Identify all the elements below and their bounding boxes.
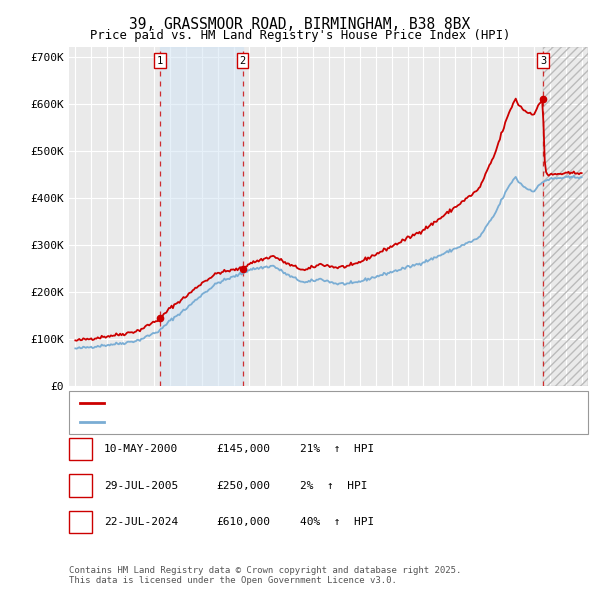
Bar [160, 47, 242, 386]
Text: 39, GRASSMOOR ROAD, BIRMINGHAM, B38 8BX (detached house): 39, GRASSMOOR ROAD, BIRMINGHAM, B38 8BX … [108, 398, 472, 408]
Text: £250,000: £250,000 [216, 480, 270, 490]
Text: 29-JUL-2005: 29-JUL-2005 [104, 480, 178, 490]
Text: £610,000: £610,000 [216, 517, 270, 527]
Text: 10-MAY-2000: 10-MAY-2000 [104, 444, 178, 454]
Text: 22-JUL-2024: 22-JUL-2024 [104, 517, 178, 527]
Text: 2: 2 [239, 55, 246, 65]
Text: 2%  ↑  HPI: 2% ↑ HPI [300, 480, 367, 490]
Text: Contains HM Land Registry data © Crown copyright and database right 2025.
This d: Contains HM Land Registry data © Crown c… [69, 566, 461, 585]
Text: £145,000: £145,000 [216, 444, 270, 454]
Text: HPI: Average price, detached house, Birmingham: HPI: Average price, detached house, Birm… [108, 417, 407, 427]
Text: 1: 1 [157, 55, 163, 65]
Text: 40%  ↑  HPI: 40% ↑ HPI [300, 517, 374, 527]
Text: 1: 1 [77, 444, 84, 454]
Bar [543, 47, 588, 386]
Text: Price paid vs. HM Land Registry's House Price Index (HPI): Price paid vs. HM Land Registry's House … [90, 29, 510, 42]
Text: 21%  ↑  HPI: 21% ↑ HPI [300, 444, 374, 454]
Bar [543, 47, 588, 386]
Text: 39, GRASSMOOR ROAD, BIRMINGHAM, B38 8BX: 39, GRASSMOOR ROAD, BIRMINGHAM, B38 8BX [130, 17, 470, 31]
Text: 3: 3 [77, 517, 84, 527]
Text: 2: 2 [77, 480, 84, 490]
Text: 3: 3 [540, 55, 546, 65]
